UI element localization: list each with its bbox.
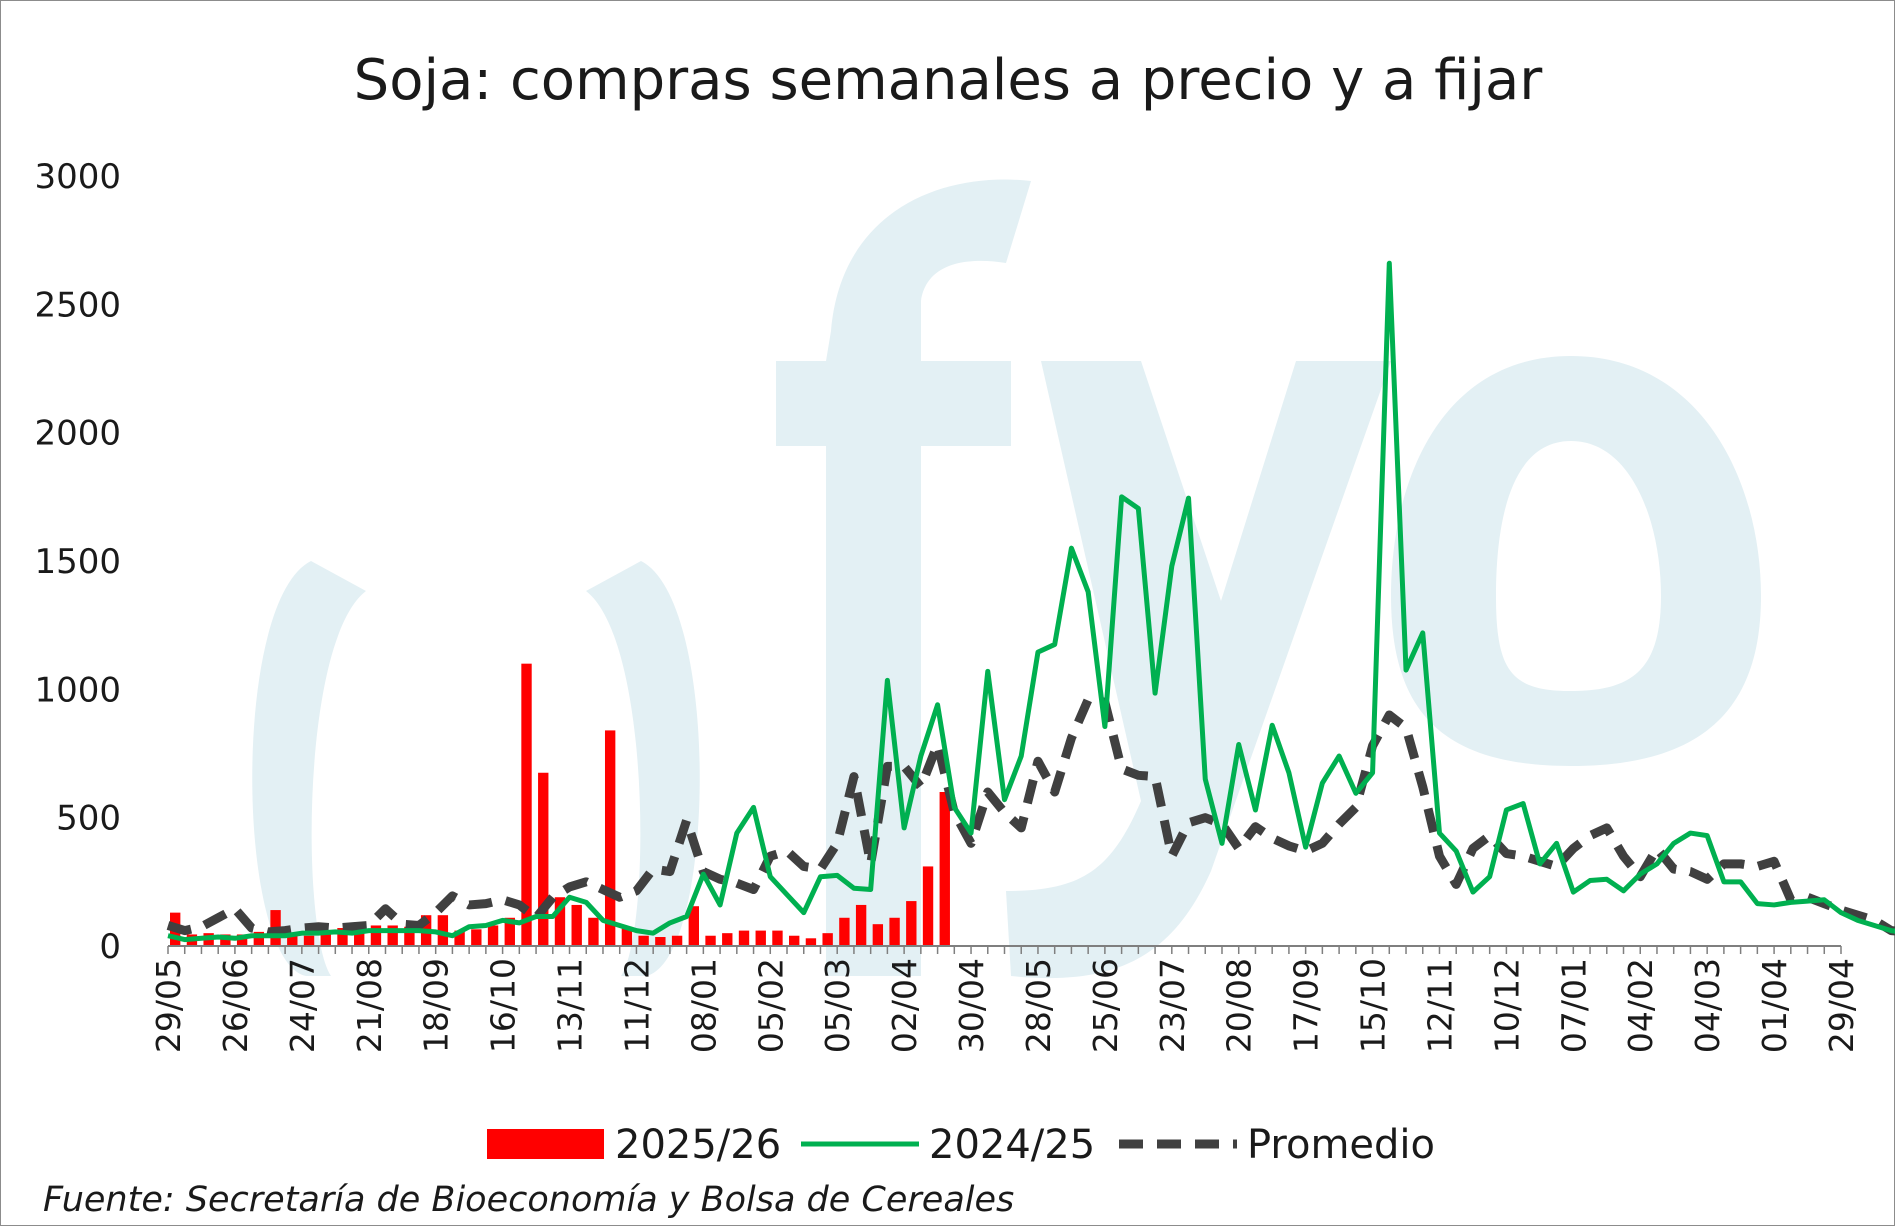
bar-2025-26 [805,938,817,946]
bar-2025-26 [538,772,549,946]
bar-2025-26 [370,925,382,946]
bar-2025-26 [688,906,700,946]
legend-label-2024-25: 2024/25 [929,1122,1095,1168]
bar-2025-26 [437,915,449,946]
chart-title: Soja: compras semanales a precio y a fij… [354,48,1544,113]
bars-2025-26 [170,663,950,946]
bar-2025-26 [889,917,900,946]
bar-2025-26 [621,926,633,946]
y-axis: 0 500 1000 1500 2000 2500 3000 [34,157,121,967]
x-tick-label: 29/04 [1822,958,1861,1053]
bar-2025-26 [471,929,482,946]
bar-2025-26 [287,934,298,946]
x-tick-label: 11/12 [617,958,656,1053]
bar-2025-26 [320,930,331,946]
bar-2025-26 [303,935,315,946]
bar-2025-26 [604,730,616,946]
bar-2025-26 [822,933,833,946]
source-note: Fuente: Secretaría de Bioeconomía y Bols… [43,1180,1014,1220]
y-tick-label: 2000 [34,414,121,454]
line-2024-25 [167,260,1895,943]
x-tick-label: 02/04 [885,958,924,1053]
x-tick-label: 18/09 [417,958,456,1053]
bar-2025-26 [705,935,716,946]
x-tick-label: 23/07 [1153,958,1192,1053]
bar-2025-26 [722,933,733,946]
bar-2025-26 [839,917,850,946]
x-tick-label: 01/04 [1755,958,1794,1053]
bar-2025-26 [504,917,515,946]
x-tick-label: 07/01 [1554,958,1593,1053]
x-tick-label: 15/10 [1354,958,1393,1053]
x-tick-label: 08/01 [684,958,723,1053]
x-tick-label: 12/11 [1420,958,1459,1053]
bar-2025-26 [789,935,800,946]
x-tick-label: 25/06 [1086,958,1125,1053]
x-tick-label: 30/04 [952,958,991,1053]
bar-2025-26 [220,934,231,946]
bar-2025-26 [521,663,532,946]
x-tick-label: 20/08 [1220,958,1259,1053]
bar-2025-26 [655,937,666,946]
y-tick-label: 2500 [34,285,121,325]
legend-label-promedio: Promedio [1247,1122,1435,1168]
x-tick-label: 21/08 [350,958,389,1053]
bar-2025-26 [337,928,348,946]
y-tick-label: 3000 [34,157,121,197]
y-tick-label: 0 [99,927,121,967]
x-tick-label: 29/05 [149,958,188,1053]
bar-2025-26 [554,897,566,946]
x-tick-label: 04/02 [1621,958,1660,1053]
bar-2025-26 [236,934,248,946]
x-axis: 29/05 26/06 24/07 21/08 18/09 16/10 13/11 11/12… [149,945,1861,1053]
bar-2025-26 [772,930,783,946]
x-tick-label: 10/12 [1487,958,1526,1053]
bar-2025-26 [872,924,884,946]
x-tick-label: 05/02 [751,958,790,1053]
bar-2025-26 [855,904,867,946]
bar-2025-26 [922,866,934,946]
bar-2025-26 [387,925,398,946]
bar-2025-26 [571,904,582,946]
x-tick-label: 13/11 [551,958,590,1053]
x-tick-label: 28/05 [1019,958,1058,1053]
legend: 2025/26 2024/25 Promedio [487,1122,1435,1168]
bar-2025-26 [755,930,766,946]
bar-2025-26 [404,926,415,946]
x-tick-label: 17/09 [1287,958,1326,1053]
bar-2025-26 [671,935,683,946]
x-tick-label: 16/10 [484,958,523,1053]
bar-2025-26 [939,792,950,946]
legend-label-2025-26: 2025/26 [615,1122,781,1168]
bar-2025-26 [487,925,499,946]
y-tick-label: 1500 [34,542,121,582]
bar-2025-26 [454,930,465,946]
bar-2025-26 [738,930,750,946]
bar-2025-26 [638,935,649,946]
line-promedio [166,695,1895,937]
lines-layer [166,260,1895,943]
x-tick-label: 04/03 [1688,958,1727,1053]
x-tick-label: 05/03 [818,958,857,1053]
bar-2025-26 [906,901,917,946]
bar-2025-26 [253,931,265,946]
y-tick-label: 1000 [34,670,121,710]
legend-swatch-2025-26 [487,1129,604,1159]
bar-2025-26 [588,917,599,946]
y-tick-label: 500 [56,799,121,839]
x-tick-label: 26/06 [216,958,255,1053]
x-tick-label: 24/07 [283,958,322,1053]
bar-2025-26 [354,926,365,946]
